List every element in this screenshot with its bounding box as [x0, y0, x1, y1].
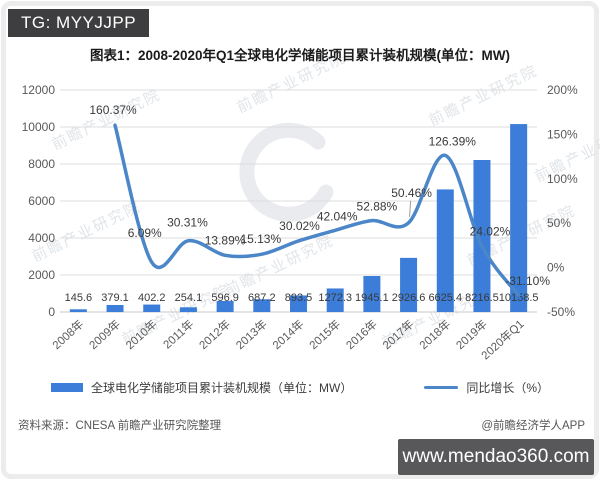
- legend-bar-label: 全球电化学储能项目累计装机规模（单位：MW）: [91, 381, 353, 395]
- left-axis-tick-label: 2000: [28, 268, 55, 282]
- bar: [400, 257, 418, 312]
- bar: [510, 124, 528, 312]
- growth-value-label: 15.13%: [240, 232, 281, 246]
- x-axis-label: 2013年: [233, 317, 270, 352]
- x-axis-label: 2019年: [453, 317, 490, 352]
- bar-value-label: 379.1: [101, 292, 129, 304]
- growth-value-label: 50.46%: [391, 186, 432, 200]
- bar-value-label: 1945.1: [355, 292, 389, 304]
- right-axis-tick-label: -50%: [547, 305, 575, 319]
- bar: [253, 299, 271, 312]
- bar: [290, 295, 307, 312]
- legend-line-swatch: [424, 385, 459, 390]
- bar: [436, 189, 454, 312]
- right-axis-tick-label: 200%: [547, 83, 578, 97]
- watermark-text: 前瞻产业研究院: [49, 85, 164, 153]
- chart-title: 图表1：2008-2020年Q1全球电化学储能项目累计装机规模(单位：MW): [89, 48, 511, 63]
- legend-bar-swatch: [51, 383, 83, 392]
- legend-line-label: 同比增长（%）: [466, 381, 549, 395]
- x-axis-label: 2008年: [49, 317, 86, 352]
- x-axis-label: 2014年: [270, 317, 307, 352]
- bar: [216, 300, 234, 312]
- legend-item-capacity: 全球电化学储能项目累计装机规模（单位：MW）: [51, 379, 352, 396]
- growth-value-label: 42.04%: [317, 209, 358, 223]
- legend-item-growth: 同比增长（%）: [424, 379, 549, 396]
- bar-value-label: 2926.6: [392, 292, 426, 304]
- bar-value-label: 1272.3: [318, 292, 352, 304]
- growth-line: [113, 123, 521, 297]
- bar: [69, 309, 87, 312]
- x-axis-label: 2009年: [86, 317, 123, 352]
- bar-value-label: 8216.5: [465, 292, 499, 304]
- left-axis-tick-label: 10000: [22, 120, 56, 134]
- left-axis-tick-label: 6000: [28, 194, 55, 208]
- left-axis-tick-label: 8000: [28, 157, 55, 171]
- bar: [143, 304, 161, 312]
- tg-badge: TG: MYYJJPP: [8, 9, 150, 37]
- growth-value-label: 13.89%: [205, 233, 246, 247]
- bar: [106, 304, 124, 312]
- watermark-text: 前瞻产业研究院: [426, 61, 541, 129]
- bar-value-label: 145.6: [65, 292, 93, 304]
- bar-value-label: 596.9: [211, 292, 239, 304]
- x-axis-label: 2016年: [343, 317, 380, 352]
- growth-value-label: 6.09%: [128, 226, 162, 240]
- bar-value-label: 402.2: [138, 292, 166, 304]
- right-axis-tick-label: 100%: [547, 172, 578, 186]
- bar: [179, 307, 197, 312]
- right-axis-tick-label: 150%: [547, 127, 578, 141]
- bar-value-label: 893.5: [285, 292, 313, 304]
- chart-legend: 全球电化学储能项目累计装机规模（单位：MW） 同比增长（%）: [0, 379, 600, 396]
- bar-value-label: 687.2: [248, 292, 276, 304]
- bar: [363, 276, 381, 312]
- growth-value-label: 160.37%: [89, 103, 137, 117]
- right-axis-tick-label: 50%: [547, 216, 571, 230]
- x-axis-label: 2015年: [306, 317, 343, 352]
- source-note: 资料来源：CNESA 前瞻产业研究院整理: [18, 420, 222, 432]
- growth-value-label: 52.88%: [357, 200, 398, 214]
- growth-value-label: 30.31%: [167, 216, 208, 230]
- right-axis-tick-label: 0%: [547, 261, 565, 275]
- left-axis-tick-label: 12000: [22, 83, 56, 97]
- growth-value-label: 30.02%: [279, 219, 320, 233]
- bar: [326, 288, 344, 312]
- x-axis-label: 2012年: [196, 317, 233, 352]
- bar-value-label: 6625.4: [428, 292, 462, 304]
- credit-note: @前瞻经济学人APP: [481, 420, 585, 432]
- label-leader-line: [409, 200, 412, 217]
- growth-value-label: -31.10%: [505, 274, 550, 288]
- left-axis-tick-label: 4000: [28, 231, 55, 245]
- bar: [473, 159, 491, 312]
- growth-value-label: 126.39%: [429, 134, 477, 148]
- website-badge: www.mendao360.com: [398, 439, 594, 475]
- bar-value-label: 10158.5: [499, 292, 539, 304]
- left-axis-tick-label: 0: [48, 305, 55, 319]
- bar-value-label: 254.1: [175, 292, 203, 304]
- growth-value-label: 24.02%: [470, 224, 511, 238]
- watermark-logo-icon: [239, 122, 334, 222]
